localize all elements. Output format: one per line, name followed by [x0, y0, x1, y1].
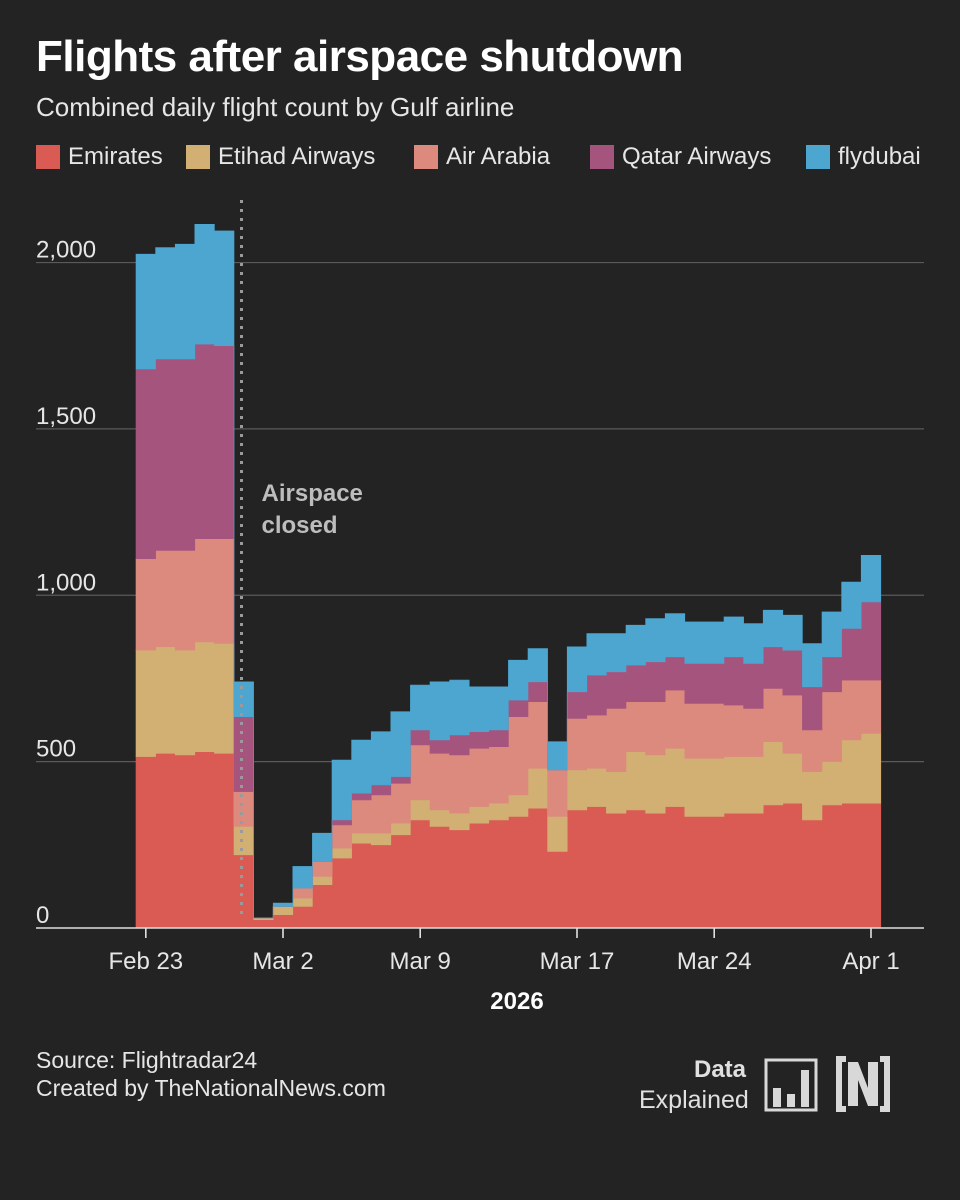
stacked-area-chart: 0 500 1,000 1,500 2,000 Feb 23 Mar 2 Mar 9 Mar 1…	[36, 200, 924, 1015]
legend-swatch-air-arabia	[414, 145, 438, 169]
bar-chart-logo-icon	[764, 1058, 818, 1112]
legend-item-emirates: Emirates	[36, 143, 163, 171]
chart-title: Flights after airspace shutdown	[36, 32, 684, 81]
series-area-flydubai	[135, 224, 882, 919]
y-tick-label-1500: 1,500	[36, 403, 96, 430]
legend-item-etihad: Etihad Airways	[186, 143, 375, 171]
x-axis-title: 2026	[490, 988, 543, 1015]
legend-item-air-arabia: Air Arabia	[414, 143, 550, 171]
the-national-logo-icon	[836, 1056, 890, 1112]
x-tick-label-apr-1: Apr 1	[842, 948, 899, 975]
legend-swatch-flydubai	[806, 145, 830, 169]
brand-explained-text: Explained	[639, 1086, 749, 1114]
footer: Source: Flightradar24 Created by TheNati…	[36, 1046, 386, 1102]
x-tick-label-mar-9: Mar 9	[390, 948, 451, 975]
annotation-line-2: closed	[262, 512, 338, 539]
brand-data-text: Data	[694, 1056, 747, 1083]
y-tick-label-2000: 2,000	[36, 237, 96, 264]
legend-swatch-qatar	[590, 145, 614, 169]
brand-block: Data Explained	[636, 1054, 906, 1118]
x-tick-label-mar-17: Mar 17	[540, 948, 615, 975]
y-tick-label-0: 0	[36, 902, 49, 929]
legend-item-qatar: Qatar Airways	[590, 143, 771, 171]
annotation-line-1: Airspace	[262, 480, 363, 507]
legend-swatch-etihad	[186, 145, 210, 169]
x-tick-label-mar-2: Mar 2	[252, 948, 313, 975]
legend-label-air-arabia: Air Arabia	[446, 143, 551, 170]
source-credit: Source: Flightradar24	[36, 1047, 258, 1073]
x-tick-label-mar-24: Mar 24	[677, 948, 752, 975]
chart-subtitle: Combined daily flight count by Gulf airl…	[36, 92, 515, 122]
y-tick-label-1000: 1,000	[36, 569, 96, 596]
legend-swatch-emirates	[36, 145, 60, 169]
x-tick-label-feb-23: Feb 23	[108, 948, 183, 975]
creator-credit: Created by TheNationalNews.com	[36, 1075, 386, 1101]
legend-label-flydubai: flydubai	[838, 143, 921, 170]
legend-item-flydubai: flydubai	[806, 143, 921, 171]
legend-label-qatar: Qatar Airways	[622, 143, 772, 170]
legend-label-emirates: Emirates	[68, 143, 163, 170]
y-tick-label-500: 500	[36, 736, 76, 763]
legend: Emirates Etihad Airways Air Arabia Qatar…	[36, 143, 936, 175]
legend-label-etihad: Etihad Airways	[218, 143, 376, 170]
